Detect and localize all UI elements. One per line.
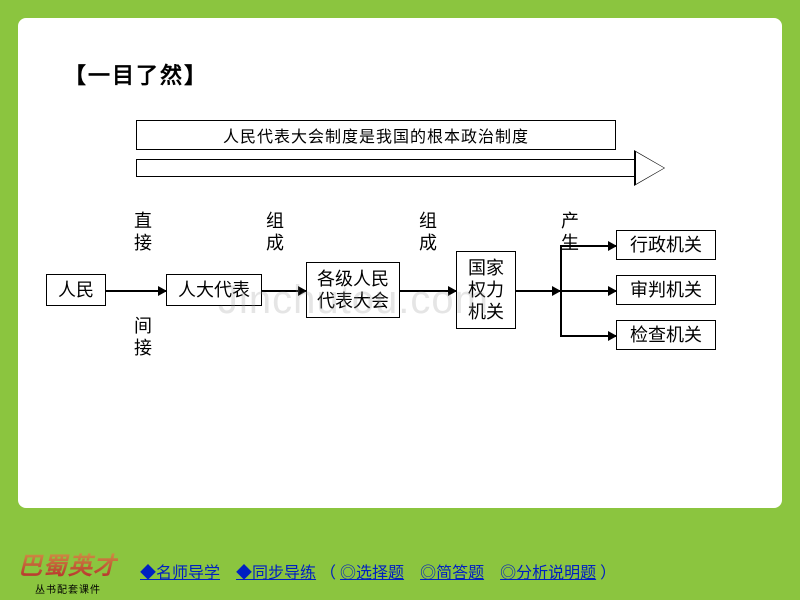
node-procuratorial: 检查机关 xyxy=(616,320,716,350)
nav-choice[interactable]: ◎选择题 xyxy=(340,559,404,583)
slide-frame: 【一目了然】 人民代表大会制度是我国的根本政治制度 直 接 间 接 组 成 组 … xyxy=(0,0,800,600)
logo: 巴蜀英才 丛书配套课件 xyxy=(18,546,118,596)
arrow-deputies-congresses xyxy=(262,290,306,292)
split-to-admin xyxy=(560,245,616,247)
arrow-people-deputies xyxy=(106,290,166,292)
footer: 巴蜀英才 丛书配套课件 ◆名师导学 ◆同步导练 （ ◎选择题 ◎简答题 ◎分析说… xyxy=(0,542,800,600)
nav-analysis[interactable]: ◎分析说明题 xyxy=(500,559,596,583)
node-admin: 行政机关 xyxy=(616,230,716,260)
label-compose1: 组 成 xyxy=(266,210,284,254)
node-power-organ: 国家 权力 机关 xyxy=(456,251,516,329)
label-compose2: 组 成 xyxy=(419,210,437,254)
node-congresses: 各级人民 代表大会 xyxy=(306,262,400,318)
arrow-power-out xyxy=(516,290,560,292)
split-to-proc xyxy=(560,335,616,337)
section-title: 【一目了然】 xyxy=(64,58,754,90)
footer-nav: ◆名师导学 ◆同步导练 （ ◎选择题 ◎简答题 ◎分析说明题 ） xyxy=(140,559,616,583)
node-people: 人民 xyxy=(46,274,106,306)
label-produce: 产 生 xyxy=(561,210,579,254)
nav-sync-practice[interactable]: ◆同步导练 xyxy=(236,559,316,583)
split-to-judicial xyxy=(560,290,616,292)
node-judicial: 审判机关 xyxy=(616,275,716,305)
paren-close: ） xyxy=(600,559,616,583)
logo-text: 巴蜀英才 xyxy=(18,546,118,581)
node-deputies: 人大代表 xyxy=(166,274,262,306)
banner-box: 人民代表大会制度是我国的根本政治制度 xyxy=(136,120,616,150)
logo-subtitle: 丛书配套课件 xyxy=(35,581,101,596)
slide-content: 【一目了然】 人民代表大会制度是我国的根本政治制度 直 接 间 接 组 成 组 … xyxy=(18,18,782,508)
nav-teacher-guide[interactable]: ◆名师导学 xyxy=(140,559,220,583)
label-direct: 直 接 xyxy=(134,210,152,254)
label-indirect: 间 接 xyxy=(134,315,152,359)
paren-open: （ xyxy=(320,559,336,583)
arrow-congresses-power xyxy=(400,290,456,292)
banner-arrow xyxy=(136,156,676,180)
diagram: 人民代表大会制度是我国的根本政治制度 直 接 间 接 组 成 组 成 产 生 人… xyxy=(46,120,746,450)
nav-short-answer[interactable]: ◎简答题 xyxy=(420,559,484,583)
